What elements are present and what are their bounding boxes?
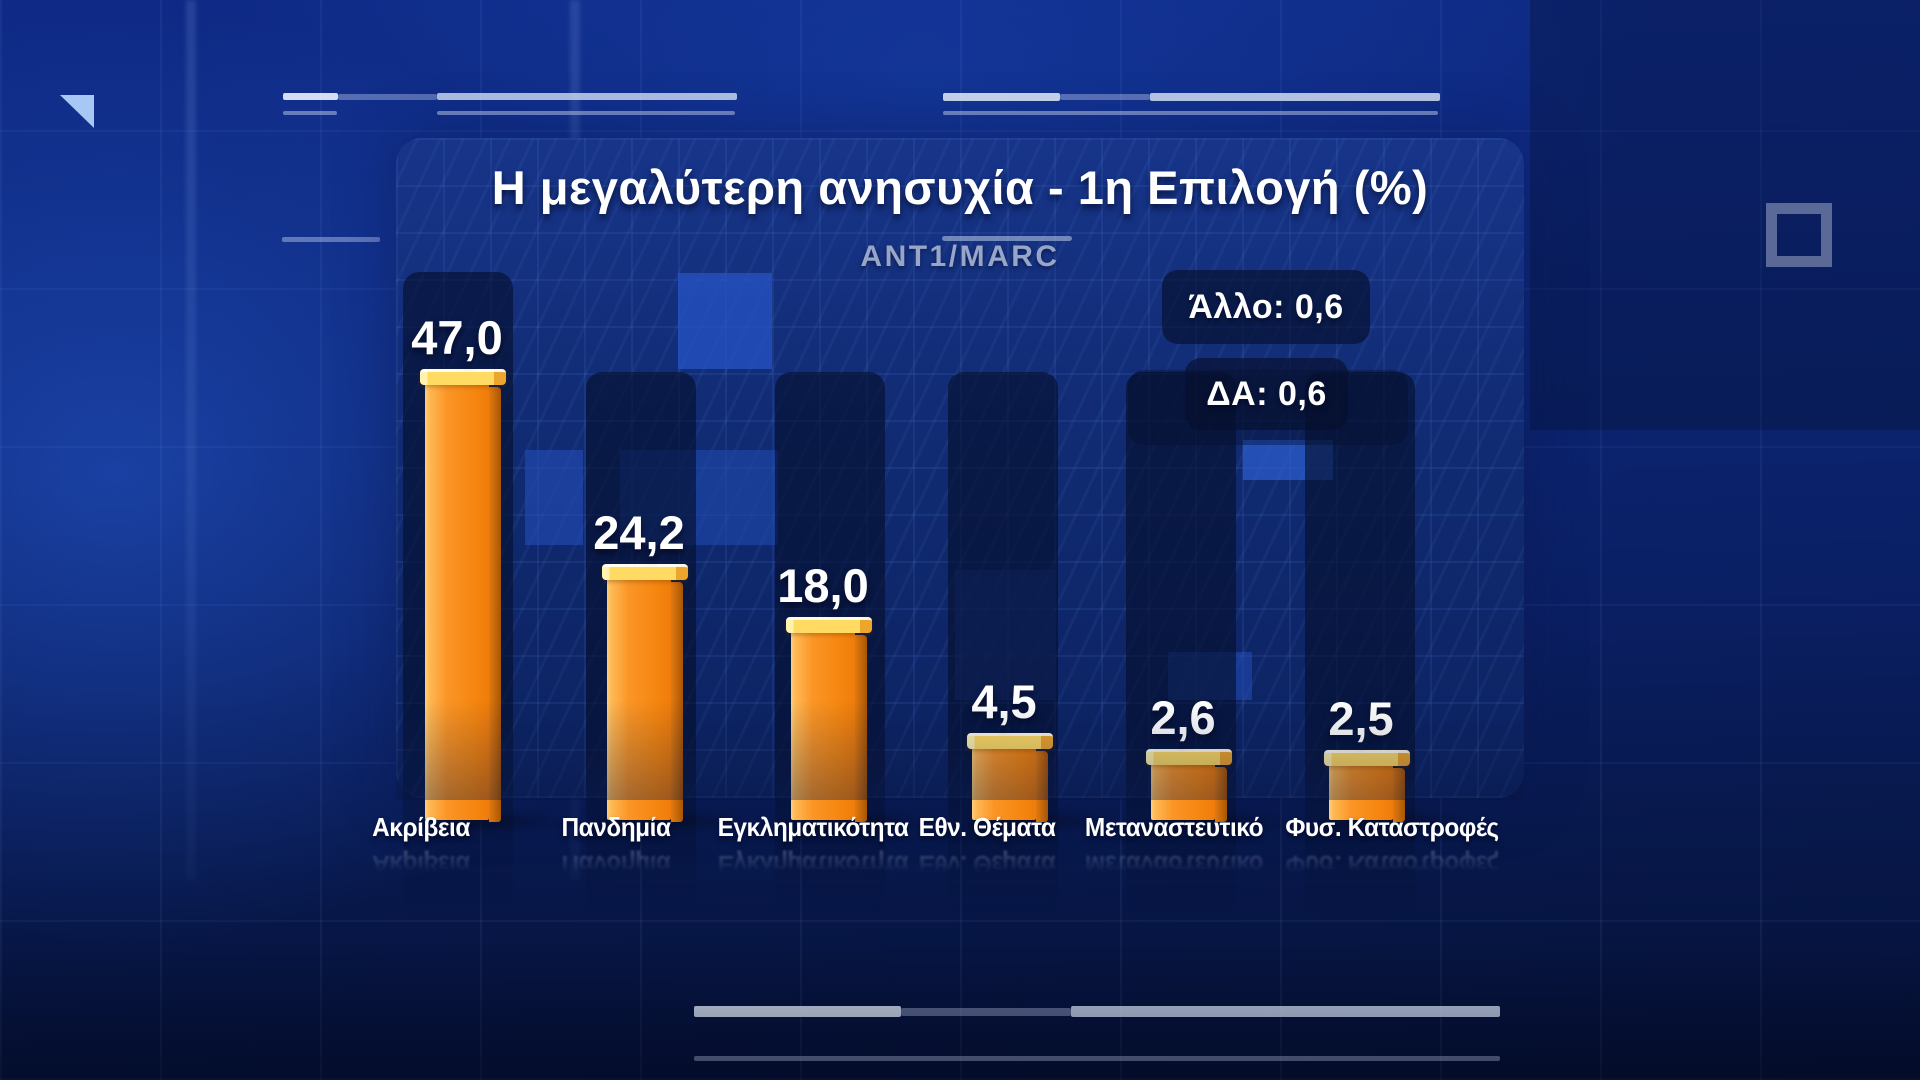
bar-category-label: Πανδημία [561, 812, 671, 842]
decorative-line [694, 1006, 901, 1017]
bar-face [791, 631, 855, 820]
bar-category-reflection: Φυσ. Καταστροφές [1285, 850, 1499, 880]
bar-value-label: 4,5 [971, 674, 1036, 729]
square-outline-accent-icon [1766, 203, 1832, 267]
bar-value-label: 24,2 [593, 506, 685, 559]
bar-cap [602, 564, 688, 580]
background-streak [186, 0, 196, 880]
annotation-dk-text: ΔΑ: 0,6 [1206, 374, 1327, 413]
mosaic-square [525, 450, 583, 545]
bar-egklimatikotita: 18,0 [777, 559, 944, 834]
bar-category-label: Μεταναστευτικό [1084, 812, 1264, 842]
decorative-line [1071, 1006, 1500, 1017]
annotation-other-text: Άλλο: 0,6 [1188, 287, 1344, 326]
bar-category-reflection: Ακρίβεια [372, 850, 470, 880]
bar-category-reflection: Μεταναστευτικό [1084, 850, 1264, 880]
bar-category-label: Ακρίβεια [372, 812, 470, 842]
bar-category-label: Φυσ. Καταστροφές [1285, 812, 1499, 842]
bar-cap [420, 369, 506, 385]
decorative-line [282, 237, 380, 242]
bar-side [1393, 768, 1405, 822]
bar-side [1215, 767, 1227, 822]
bar-face [1151, 763, 1215, 820]
bar-cap [786, 617, 872, 633]
bar-face [607, 578, 671, 820]
bar-face [972, 747, 1036, 820]
decorative-line [943, 111, 1438, 115]
chart-source-label: ANT1/MARC [860, 240, 1060, 273]
decorative-line [694, 1056, 1500, 1061]
bar-category-reflection: Εθν. Θέματα [918, 850, 1056, 880]
bar-cap [1146, 749, 1232, 765]
bar-fysikes-katastrofes: 2,5 [1318, 692, 1482, 834]
bar-metanasteutiko: 2,6 [1140, 691, 1304, 834]
bar-cap [1324, 750, 1410, 766]
bar-pandimia: 24,2 [593, 506, 760, 834]
decorative-line [1150, 93, 1440, 101]
bar-value-label: 2,5 [1328, 691, 1393, 746]
bar-value-label: 2,6 [1150, 690, 1215, 745]
decorative-line [437, 111, 735, 115]
bar-category-label: Εθν. Θέματα [918, 812, 1056, 842]
bar-side [1036, 751, 1048, 822]
bar-face [425, 383, 489, 820]
background-bottom-shade [0, 940, 1920, 1080]
source-overline [942, 236, 1072, 241]
panel-bottom-fade [396, 700, 1524, 800]
chart-title: Η μεγαλύτερη ανησυχία - 1η Επιλογή (%) [491, 161, 1429, 214]
bar-side [671, 582, 683, 822]
bar-category-reflection: Εγκληματικότητα [717, 850, 909, 880]
bar-cap [967, 733, 1053, 749]
bar-ethnika-themata: 4,5 [961, 675, 1125, 834]
bar-akriveia: 47,0 [411, 311, 578, 834]
decorative-line [901, 1008, 1071, 1016]
background-shade [1530, 0, 1920, 430]
decorative-line [283, 93, 338, 100]
bar-face [1329, 764, 1393, 820]
decorative-line [437, 93, 737, 100]
bar-side [855, 635, 867, 822]
bar-value-label: 18,0 [777, 559, 869, 612]
bar-value-label: 47,0 [411, 311, 503, 364]
bar-category-label: Εγκληματικότητα [717, 812, 909, 842]
decorative-line [943, 93, 1060, 101]
annotation-dk: ΔΑ: 0,6 [1185, 358, 1348, 430]
bar-category-reflection: Πανδημία [561, 850, 671, 880]
annotation-other: Άλλο: 0,6 [1162, 270, 1370, 344]
decorative-line [1060, 94, 1150, 100]
bar-side [489, 387, 501, 822]
mosaic-square [678, 273, 772, 369]
decorative-line [338, 94, 437, 100]
decorative-line [283, 111, 337, 115]
